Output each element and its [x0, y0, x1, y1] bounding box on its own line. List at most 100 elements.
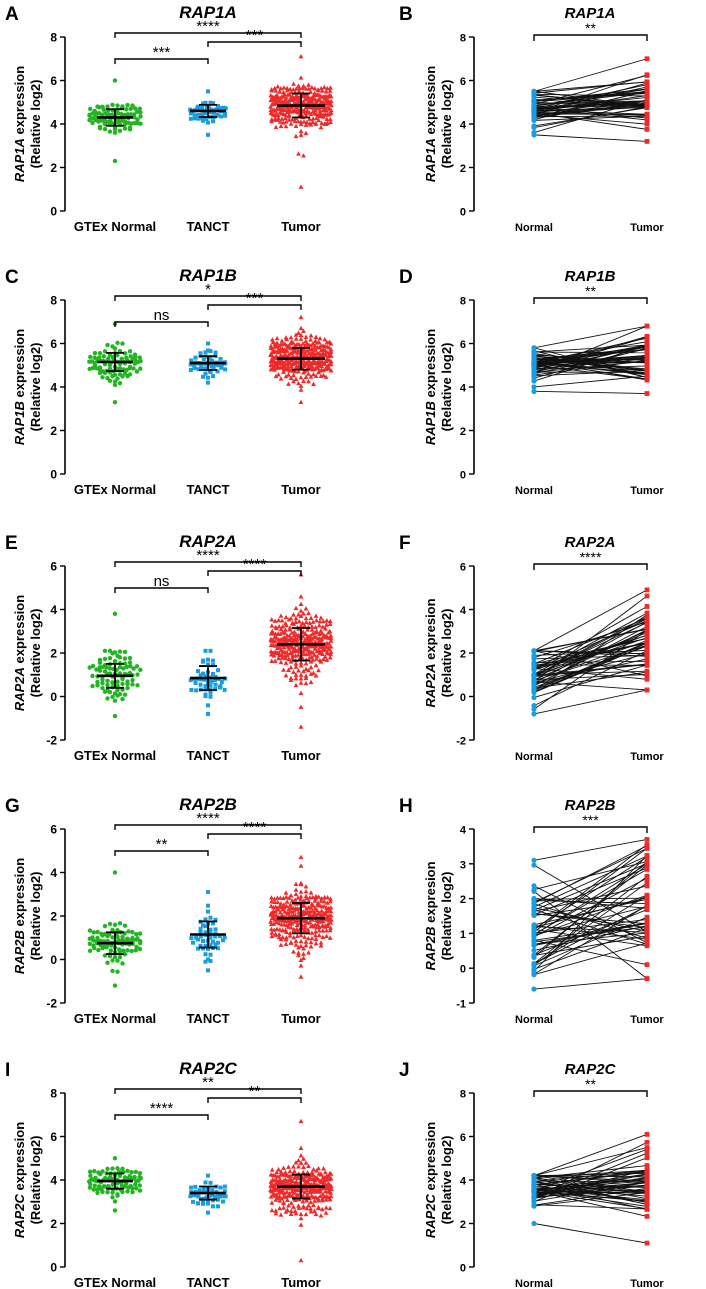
significance-bracket [533, 826, 648, 833]
data-point [318, 638, 324, 643]
data-point [112, 611, 118, 617]
data-point [296, 1205, 302, 1211]
pair-line [533, 620, 648, 670]
pair-line [533, 847, 648, 933]
data-point [269, 926, 274, 932]
data-point [211, 663, 215, 668]
data-point [296, 1203, 301, 1208]
data-point [208, 100, 213, 105]
data-point [293, 675, 299, 681]
data-point [90, 663, 96, 669]
y-axis-label-text: expression [423, 66, 438, 138]
data-point [283, 941, 289, 946]
y-tick-label: 2 [460, 649, 466, 661]
data-point [324, 108, 329, 113]
data-point [201, 1201, 205, 1206]
pair-line [533, 885, 648, 944]
data-point [293, 123, 299, 129]
pair-line [533, 1190, 648, 1217]
data-point [298, 894, 304, 899]
data-point [328, 1190, 334, 1195]
data-point [216, 103, 220, 108]
data-point [313, 673, 319, 678]
data-point [206, 703, 210, 708]
normal-point [531, 359, 537, 365]
pair-line [533, 916, 648, 967]
data-point [271, 921, 277, 926]
data-point [305, 1169, 311, 1175]
data-point [318, 1172, 324, 1177]
data-point [320, 618, 326, 624]
data-point [217, 685, 222, 690]
tumor-point [644, 615, 650, 621]
data-point [117, 921, 123, 926]
significance-label: ** [585, 283, 596, 299]
data-point [290, 1178, 296, 1184]
data-point [328, 119, 333, 125]
significance-label: ** [156, 836, 168, 853]
data-point [211, 672, 215, 677]
data-point [208, 349, 213, 354]
y-tick-label: 0 [50, 953, 57, 967]
data-point [97, 660, 103, 666]
data-point [308, 122, 314, 127]
data-point [193, 680, 198, 685]
data-point [320, 934, 326, 939]
pair-line [533, 867, 648, 916]
data-point [315, 900, 321, 905]
pair-line [533, 58, 648, 92]
x-tick-label: Normal [515, 751, 553, 763]
y-axis-label-gene: RAP2C [12, 1193, 27, 1238]
data-point [313, 121, 319, 126]
data-point [206, 968, 210, 973]
x-tick-label: Tumor [630, 222, 664, 234]
data-point [100, 681, 105, 686]
data-point [326, 641, 332, 646]
data-point [284, 903, 290, 909]
data-point [310, 894, 316, 900]
data-point [137, 1188, 143, 1193]
data-point [112, 346, 118, 351]
data-point [204, 105, 209, 110]
data-point [269, 617, 275, 622]
data-point [102, 923, 108, 929]
data-point [296, 945, 301, 950]
y-tick-label: 8 [50, 31, 57, 45]
data-point [325, 1189, 331, 1194]
data-point [219, 362, 224, 367]
data-point [319, 88, 325, 93]
data-point [306, 1203, 311, 1208]
data-point [283, 112, 288, 117]
tumor-point [644, 656, 650, 662]
data-point [327, 927, 333, 933]
data-point [287, 650, 293, 656]
data-point [203, 648, 208, 653]
tumor-point [644, 1198, 650, 1204]
data-point [298, 1145, 304, 1151]
data-point [213, 917, 218, 922]
y-axis-label-line2: (Relative log2) [439, 872, 454, 961]
x-tick-label: TANCT [186, 219, 229, 234]
data-point [138, 366, 143, 371]
data-point [269, 658, 275, 663]
y-axis-label-line2: (Relative log2) [28, 609, 43, 698]
data-point [210, 359, 215, 364]
data-point [323, 374, 329, 379]
y-tick-label: 0 [460, 207, 466, 219]
data-point [214, 107, 219, 112]
data-point [137, 946, 143, 952]
data-point [308, 679, 314, 685]
y-tick-label: 2 [50, 910, 57, 924]
data-point [283, 655, 288, 661]
data-point [213, 927, 218, 932]
data-point [293, 664, 299, 669]
pair-line [533, 653, 648, 684]
data-point [97, 668, 103, 673]
data-point [278, 123, 284, 129]
significance-bracket [207, 304, 302, 310]
data-point [328, 925, 333, 930]
tumor-point [644, 914, 650, 920]
data-point [133, 1169, 138, 1175]
data-point [213, 934, 218, 939]
pair-line [533, 628, 648, 653]
